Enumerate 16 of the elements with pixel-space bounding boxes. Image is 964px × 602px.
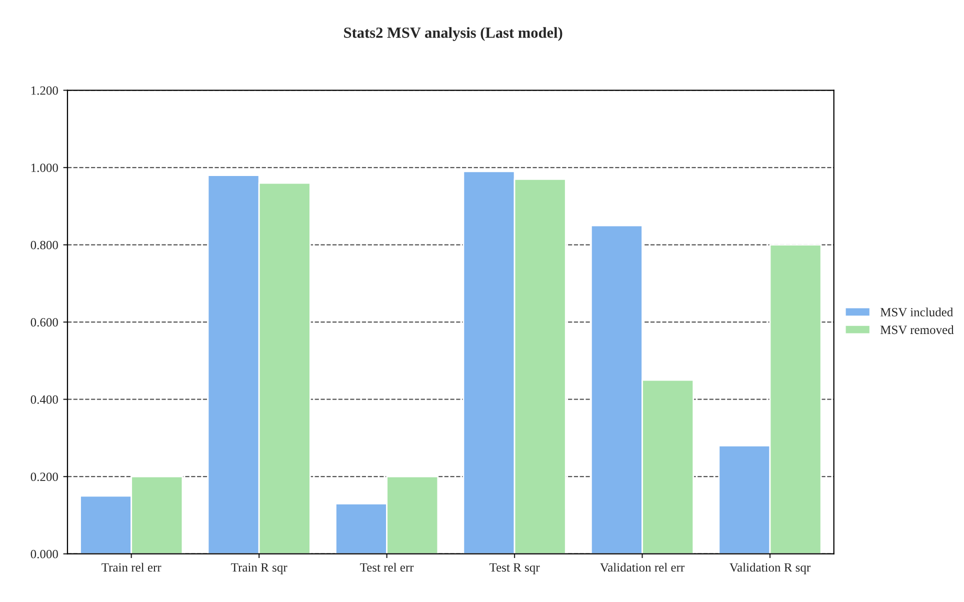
y-tick-label: 0.800 bbox=[30, 240, 58, 250]
x-tick-label: Test R sqr bbox=[490, 563, 540, 574]
y-tick-label: 0.600 bbox=[30, 318, 58, 327]
x-tick-label: Validation R sqr bbox=[730, 562, 811, 574]
y-tick-label: 0.000 bbox=[30, 550, 58, 558]
x-tick-label: Validation rel err bbox=[600, 562, 684, 572]
legend-label: MSV included bbox=[880, 308, 953, 316]
y-tick-label: 0.400 bbox=[30, 395, 58, 404]
chart-title: Stats2 MSV analysis (Last model) bbox=[344, 27, 562, 41]
x-tick-label: Train rel err bbox=[102, 562, 162, 572]
legend-label: MSV removed bbox=[880, 325, 954, 334]
y-tick-label: 1.200 bbox=[31, 86, 58, 95]
x-tick-label: Train R sqr bbox=[231, 563, 288, 574]
x-tick-label: Test rel err bbox=[360, 562, 414, 572]
y-tick-label: 1.000 bbox=[31, 164, 58, 172]
y-tick-label: 0.200 bbox=[30, 472, 58, 482]
